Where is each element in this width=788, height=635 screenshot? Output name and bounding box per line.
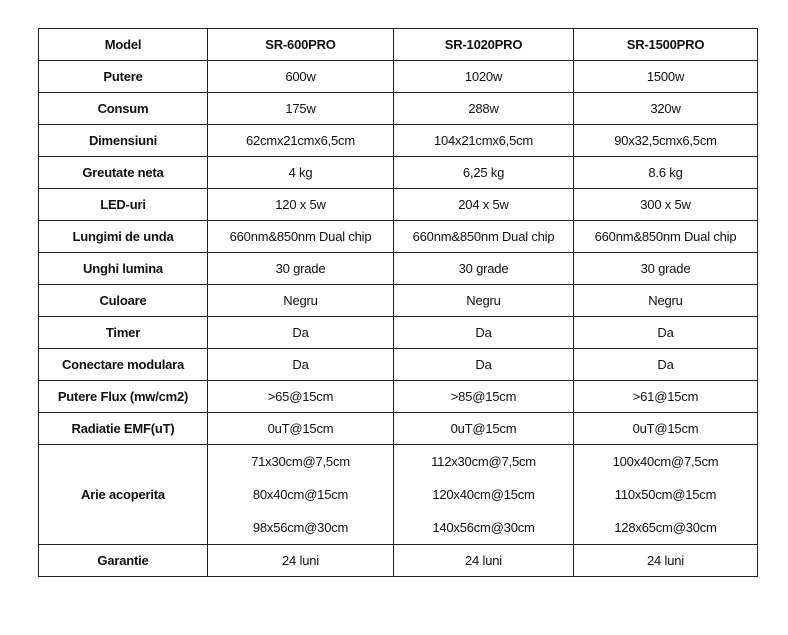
coverage-value: 128x65cm@30cm xyxy=(614,520,717,535)
value-cell: 0uT@15cm xyxy=(573,412,758,445)
value-cell: Da xyxy=(573,316,758,349)
header-cell-sr1500pro: SR-1500PRO xyxy=(573,28,758,61)
table-row: Putere Flux (mw/cm2) >65@15cm >85@15cm >61@… xyxy=(38,380,758,413)
row-label: Putere xyxy=(38,60,208,93)
value-cell: 300 x 5w xyxy=(573,188,758,221)
row-label: Dimensiuni xyxy=(38,124,208,157)
value-cell: 320w xyxy=(573,92,758,125)
coverage-value: 120x40cm@15cm xyxy=(432,487,535,502)
table-row: Conectare modulara Da Da Da xyxy=(38,348,758,381)
warranty-row: Garantie 24 luni 24 luni 24 luni xyxy=(38,544,758,577)
header-cell-model: Model xyxy=(38,28,208,61)
row-label: Unghi lumina xyxy=(38,252,208,285)
value-cell: 660nm&850nm Dual chip xyxy=(393,220,574,253)
table-row: LED-uri 120 x 5w 204 x 5w 300 x 5w xyxy=(38,188,758,221)
value-cell: Da xyxy=(573,348,758,381)
value-cell: 8.6 kg xyxy=(573,156,758,189)
value-cell: 24 luni xyxy=(393,544,574,577)
value-cell: 4 kg xyxy=(207,156,394,189)
coverage-cell: 112x30cm@7,5cm 120x40cm@15cm 140x56cm@30cm xyxy=(393,444,574,545)
value-cell: Da xyxy=(393,348,574,381)
value-cell: 288w xyxy=(393,92,574,125)
row-label: Radiatie EMF(uT) xyxy=(38,412,208,445)
value-cell: >65@15cm xyxy=(207,380,394,413)
header-row: Model SR-600PRO SR-1020PRO SR-1500PRO xyxy=(38,28,758,61)
value-cell: 30 grade xyxy=(393,252,574,285)
coverage-value: 100x40cm@7,5cm xyxy=(612,454,719,469)
value-cell: Da xyxy=(393,316,574,349)
row-label: Conectare modulara xyxy=(38,348,208,381)
coverage-value: 140x56cm@30cm xyxy=(432,520,535,535)
value-cell: 120 x 5w xyxy=(207,188,394,221)
value-cell: 1500w xyxy=(573,60,758,93)
value-cell: 62cmx21cmx6,5cm xyxy=(207,124,394,157)
value-cell: >61@15cm xyxy=(573,380,758,413)
value-cell: 600w xyxy=(207,60,394,93)
value-cell: 1020w xyxy=(393,60,574,93)
row-label: Garantie xyxy=(38,544,208,577)
value-cell: 24 luni xyxy=(207,544,394,577)
row-label: Culoare xyxy=(38,284,208,317)
coverage-cell: 100x40cm@7,5cm 110x50cm@15cm 128x65cm@30cm xyxy=(573,444,758,545)
spec-table-body: Model SR-600PRO SR-1020PRO SR-1500PRO Pu… xyxy=(38,28,758,577)
value-cell: 24 luni xyxy=(573,544,758,577)
row-label: Putere Flux (mw/cm2) xyxy=(38,380,208,413)
row-label: Greutate neta xyxy=(38,156,208,189)
row-label: LED-uri xyxy=(38,188,208,221)
spec-table: Model SR-600PRO SR-1020PRO SR-1500PRO Pu… xyxy=(38,28,758,577)
table-row: Radiatie EMF(uT) 0uT@15cm 0uT@15cm 0uT@15cm xyxy=(38,412,758,445)
table-row: Culoare Negru Negru Negru xyxy=(38,284,758,317)
value-cell: 204 x 5w xyxy=(393,188,574,221)
coverage-value: 112x30cm@7,5cm xyxy=(431,454,536,469)
coverage-value: 110x50cm@15cm xyxy=(614,487,717,502)
header-cell-sr600pro: SR-600PRO xyxy=(207,28,394,61)
row-label: Lungimi de unda xyxy=(38,220,208,253)
coverage-value: 71x30cm@7,5cm xyxy=(251,454,350,469)
value-cell: Da xyxy=(207,348,394,381)
value-cell: 0uT@15cm xyxy=(207,412,394,445)
table-row: Timer Da Da Da xyxy=(38,316,758,349)
value-cell: 30 grade xyxy=(573,252,758,285)
value-cell: 6,25 kg xyxy=(393,156,574,189)
value-cell: 175w xyxy=(207,92,394,125)
value-cell: 660nm&850nm Dual chip xyxy=(573,220,758,253)
table-row: Putere 600w 1020w 1500w xyxy=(38,60,758,93)
table-row: Consum 175w 288w 320w xyxy=(38,92,758,125)
value-cell: 90x32,5cmx6,5cm xyxy=(573,124,758,157)
coverage-row: Arie acoperita 71x30cm@7,5cm 80x40cm@15cm 9… xyxy=(38,444,758,545)
header-cell-sr1020pro: SR-1020PRO xyxy=(393,28,574,61)
table-row: Dimensiuni 62cmx21cmx6,5cm 104x21cmx6,5cm 9… xyxy=(38,124,758,157)
value-cell: Negru xyxy=(393,284,574,317)
table-row: Greutate neta 4 kg 6,25 kg 8.6 kg xyxy=(38,156,758,189)
coverage-value: 98x56cm@30cm xyxy=(252,520,349,535)
value-cell: Negru xyxy=(207,284,394,317)
value-cell: 104x21cmx6,5cm xyxy=(393,124,574,157)
value-cell: 30 grade xyxy=(207,252,394,285)
coverage-value: 80x40cm@15cm xyxy=(252,487,349,502)
row-label: Timer xyxy=(38,316,208,349)
value-cell: 660nm&850nm Dual chip xyxy=(207,220,394,253)
coverage-cell: 71x30cm@7,5cm 80x40cm@15cm 98x56cm@30cm xyxy=(207,444,394,545)
row-label: Arie acoperita xyxy=(38,444,208,545)
table-row: Lungimi de unda 660nm&850nm Dual chip 660n… xyxy=(38,220,758,253)
table-row: Unghi lumina 30 grade 30 grade 30 grade xyxy=(38,252,758,285)
value-cell: 0uT@15cm xyxy=(393,412,574,445)
value-cell: >85@15cm xyxy=(393,380,574,413)
value-cell: Da xyxy=(207,316,394,349)
row-label: Consum xyxy=(38,92,208,125)
value-cell: Negru xyxy=(573,284,758,317)
